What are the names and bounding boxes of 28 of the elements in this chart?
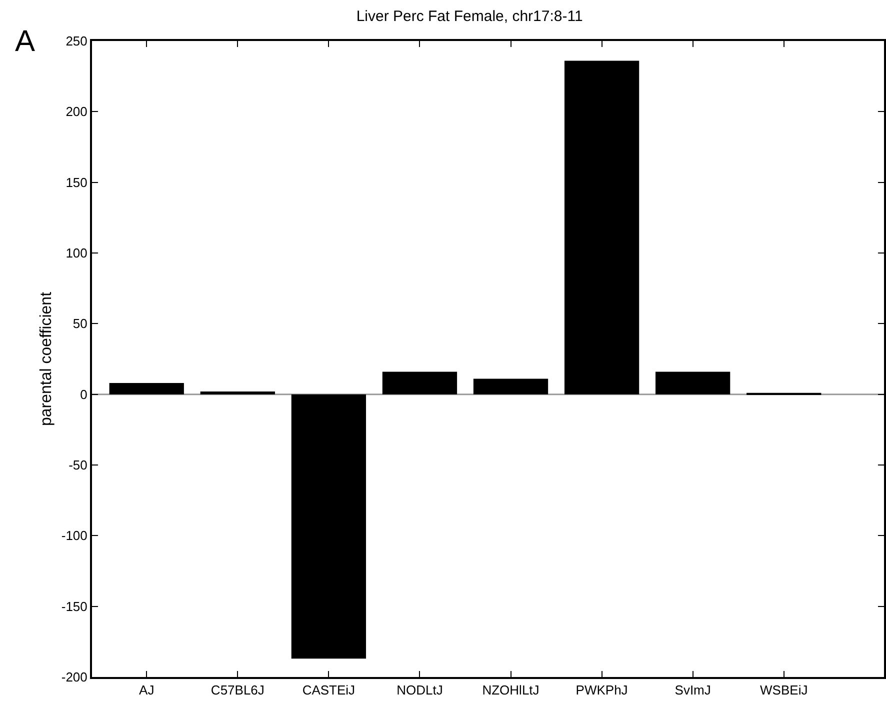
chart-title: Liver Perc Fat Female, chr17:8-11 <box>356 8 583 26</box>
bar <box>200 392 275 394</box>
y-tick-label: -200 <box>61 670 88 685</box>
bar <box>473 378 548 394</box>
bar <box>382 372 458 394</box>
y-tick-label: 50 <box>72 316 88 332</box>
x-tick-label: C57BL6J <box>210 682 264 698</box>
bar <box>564 60 640 394</box>
x-tick-label: NZOHlLtJ <box>482 682 540 698</box>
y-tick-label: 250 <box>66 34 88 49</box>
bar <box>291 394 366 659</box>
y-tick-label: 0 <box>80 386 88 402</box>
y-tick-label: 150 <box>66 174 88 190</box>
y-tick-label: 200 <box>66 104 88 120</box>
x-tick-label: NODLtJ <box>396 682 443 698</box>
y-axis-title: parental coefficient <box>38 291 55 426</box>
x-tick-label: AJ <box>139 682 154 698</box>
y-tick-label: -100 <box>61 528 88 544</box>
bar <box>656 372 730 394</box>
y-tick-label: 100 <box>66 246 88 261</box>
x-tick-label: PWKPhJ <box>576 682 628 698</box>
bar <box>109 383 184 394</box>
y-tick-label: -150 <box>61 598 88 614</box>
y-tick-label: -50 <box>68 458 88 473</box>
x-tick-label: CASTEiJ <box>302 682 356 698</box>
x-tick-label: WSBEiJ <box>760 682 808 698</box>
text: A <box>15 25 36 58</box>
x-tick-label: SvImJ <box>674 682 711 698</box>
